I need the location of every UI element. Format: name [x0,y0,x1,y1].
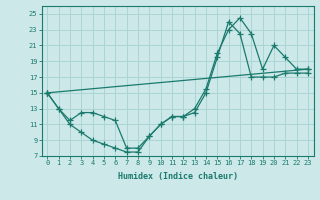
X-axis label: Humidex (Indice chaleur): Humidex (Indice chaleur) [118,172,237,181]
